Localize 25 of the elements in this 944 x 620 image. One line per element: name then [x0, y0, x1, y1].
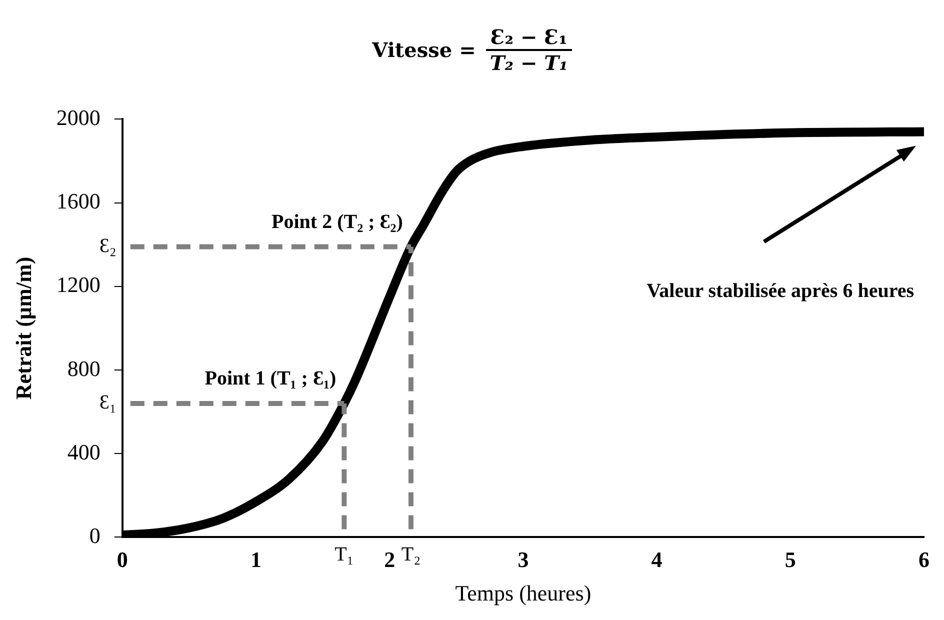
annotation: Point 1 (T₁ ; Ɛ₁) [204, 368, 336, 390]
y-tick-label: 400 [67, 439, 100, 464]
x-tick-label: 1 [250, 547, 262, 572]
x-tick-label: 2 [384, 547, 396, 572]
text: Ɛ₂ − Ɛ₁ [489, 25, 568, 49]
x-axis-title: Temps (heures) [455, 580, 592, 606]
y-tick-label: 1200 [56, 272, 100, 298]
text: T₂ − T₁ [486, 49, 572, 75]
ref-line-label: Ɛ₂ [99, 234, 116, 257]
y-tick-label: 800 [67, 356, 100, 381]
x-tick-label: 3 [518, 547, 529, 572]
x-tick-label: 5 [784, 547, 796, 572]
y-tick-label: 1600 [56, 188, 100, 214]
chart-title: Vitesse = [372, 38, 476, 62]
ref-line-label: T₁ [334, 543, 354, 566]
annotation: Point 2 (T₂ ; Ɛ₂) [272, 210, 403, 233]
ref-line-label: Ɛ₁ [99, 392, 116, 414]
annotation: Valeur stabilisée après 6 heures [646, 280, 914, 302]
y-tick-label: 0 [89, 522, 100, 548]
y-tick-label: 2000 [56, 104, 100, 130]
y-axis-title: Retrait (µm/m) [10, 256, 36, 400]
x-tick-label: 6 [918, 547, 930, 572]
x-tick-label: 0 [116, 547, 128, 572]
ref-line-label: T₂ [401, 543, 421, 566]
x-tick-label: 4 [651, 547, 662, 572]
